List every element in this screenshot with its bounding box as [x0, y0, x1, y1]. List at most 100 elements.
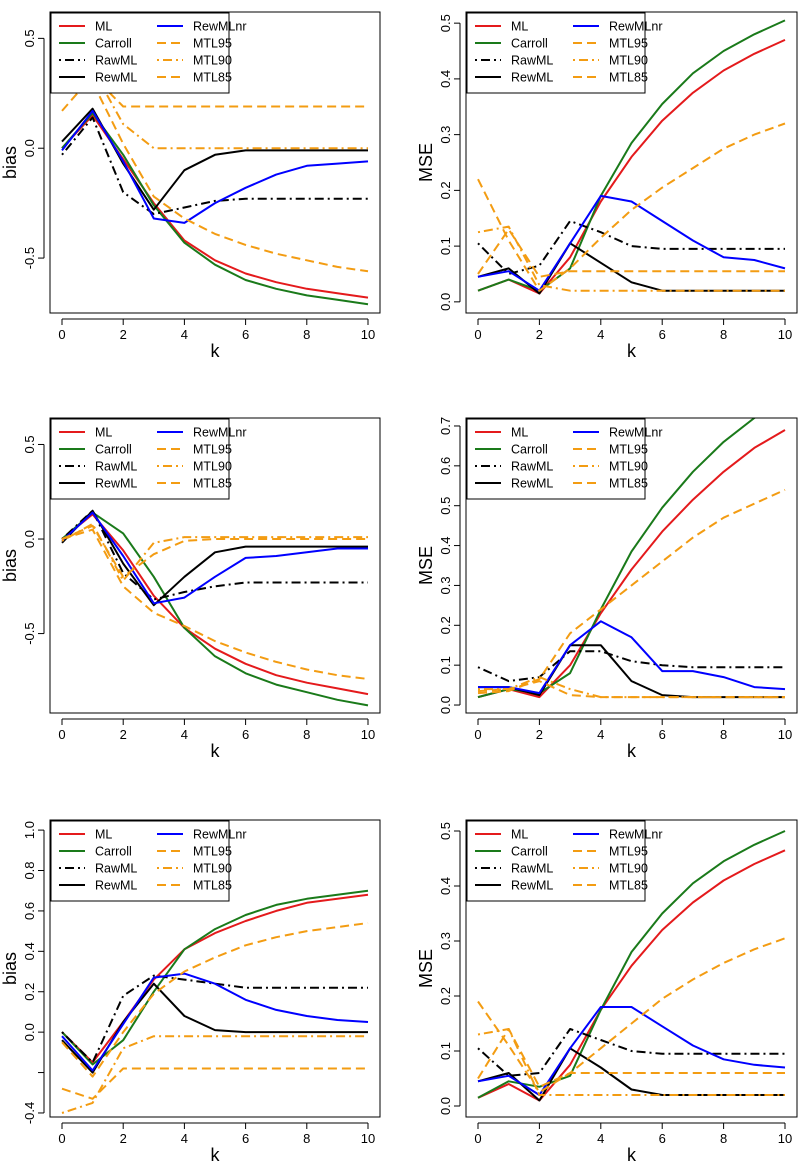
legend-label-rewmlnr: RewMLnr: [193, 426, 247, 440]
legend-label-mtl95: MTL95: [193, 845, 232, 859]
x-tick-label: 8: [303, 327, 310, 342]
x-tick-label: 2: [120, 727, 127, 742]
series-line-mtl90: [477, 1028, 785, 1096]
x-tick-label: 10: [778, 1131, 792, 1146]
plot-frame: [465, 819, 798, 1118]
series-line-ml: [61, 513, 369, 696]
chart-panel-3: 0 2 4 6 8 10 k -0.5 0.0 0.5 bias ML Carroll RawML RewM…: [0, 417, 381, 761]
y-tick-label: 0.2: [438, 616, 453, 634]
series-line-mtl95: [477, 228, 785, 278]
x-tick-label: 6: [242, 1131, 249, 1146]
series-line-mtl95: [61, 1067, 368, 1100]
x-tick-label: 0: [474, 327, 481, 342]
legend-label-carroll: Carroll: [95, 37, 132, 51]
legend-label-mtl85: MTL85: [193, 477, 232, 491]
y-tick-label: 0.3: [438, 576, 453, 594]
series-line-carroll: [477, 19, 786, 292]
series-line-rewml: [61, 509, 368, 607]
legend-label-mtl90: MTL90: [609, 54, 648, 68]
x-tick-label: 2: [120, 327, 127, 342]
series-line-rewmlnr: [61, 972, 369, 1072]
y-axis-label: bias: [0, 952, 20, 985]
legend-label-rawml: RawML: [511, 54, 553, 68]
legend-label-ml: ML: [511, 426, 528, 440]
y-axis-label: MSE: [416, 949, 436, 988]
y-tick-label: -0.5: [22, 622, 37, 644]
series-line-ml: [61, 114, 369, 299]
series-line-mtl90: [478, 676, 785, 699]
y-tick-label: 0.5: [438, 822, 453, 840]
x-tick-label: 8: [720, 1131, 727, 1146]
series-line-mtl85: [477, 488, 786, 695]
x-tick-label: 0: [58, 327, 65, 342]
x-tick-label: 8: [720, 327, 727, 342]
y-tick-label: 0.2: [438, 181, 453, 199]
legend: ML Carroll RawML RewML RewMLnr MTL95 MTL90 MTL8…: [50, 820, 247, 902]
plot-frame: [49, 417, 381, 714]
legend: ML Carroll RawML RewML RewMLnr MTL95 MTL90 MTL8…: [466, 418, 663, 500]
y-tick-label: 0.4: [438, 70, 453, 88]
legend-label-mtl85: MTL85: [609, 71, 648, 85]
legend-label-ml: ML: [95, 426, 112, 440]
series-line-rawml: [61, 116, 368, 216]
legend-label-carroll: Carroll: [511, 37, 548, 51]
series-line-rawml: [477, 650, 785, 683]
y-tick-label: 0.1: [438, 237, 453, 255]
y-tick-label: 0.5: [22, 29, 37, 47]
y-tick-label: -0.4: [22, 1102, 37, 1124]
series-line-rewmlnr: [61, 109, 369, 224]
y-tick-label: -0.5: [22, 247, 37, 269]
series-line-rawml: [61, 974, 368, 1064]
x-axis-label: k: [627, 341, 637, 361]
legend: ML Carroll RawML RewML RewMLnr MTL95 MTL90 MTL8…: [50, 418, 247, 500]
legend-label-rewmlnr: RewMLnr: [609, 828, 663, 842]
x-tick-label: 4: [181, 727, 188, 742]
x-tick-label: 0: [58, 1131, 65, 1146]
legend-label-rewml: RewML: [95, 71, 137, 85]
x-axis-label: k: [211, 741, 221, 761]
series-line-rewmlnr: [477, 1006, 786, 1096]
y-tick-label: 0.0: [22, 139, 37, 157]
y-tick-label: 0.3: [438, 932, 453, 950]
legend-label-mtl95: MTL95: [193, 37, 232, 51]
legend-label-carroll: Carroll: [511, 845, 548, 859]
x-tick-label: 10: [361, 1131, 375, 1146]
y-tick-label: 0.6: [438, 457, 453, 475]
legend-label-mtl95: MTL95: [609, 443, 648, 457]
x-tick-label: 10: [778, 327, 792, 342]
chart-panel-2: 0 2 4 6 8 10 k 0.0 0.1 0.2 0.3 0.4 0.5 MSE ML Carroll Ra…: [416, 11, 798, 361]
series-line-mtl85: [61, 55, 369, 273]
legend-label-rewmlnr: RewMLnr: [193, 20, 247, 34]
legend-label-rewml: RewML: [95, 879, 137, 893]
y-tick-label: 0.1: [438, 1042, 453, 1060]
chart-panel-4: 0 2 4 6 8 10 k 0.0 0.1 0.2 0.3 0.4 0.5 0.6 0.7 MSE ML Car…: [416, 417, 798, 761]
series-line-rawml: [477, 1028, 785, 1077]
y-tick-label: 0.0: [438, 293, 453, 311]
legend-label-mtl95: MTL95: [609, 37, 648, 51]
legend-label-mtl90: MTL90: [609, 862, 648, 876]
legend-label-rewmlnr: RewMLnr: [609, 426, 663, 440]
series-line-rawml: [477, 220, 785, 275]
series-line-rewmlnr: [61, 511, 368, 605]
series-line-carroll: [477, 830, 786, 1099]
x-tick-label: 2: [536, 327, 543, 342]
legend-label-rewml: RewML: [511, 71, 553, 85]
legend-label-mtl90: MTL90: [609, 460, 648, 474]
legend-label-rawml: RawML: [95, 54, 137, 68]
legend-label-mtl90: MTL90: [193, 460, 232, 474]
y-tick-label: 0.5: [22, 435, 37, 453]
series-line-rewml: [61, 982, 368, 1074]
y-tick-label: 0.2: [22, 983, 37, 1001]
x-tick-label: 2: [120, 1131, 127, 1146]
plot-frame: [49, 819, 381, 1118]
legend-label-mtl90: MTL90: [193, 862, 232, 876]
y-tick-label: 0.0: [438, 696, 453, 714]
series-line-mtl85: [61, 528, 369, 680]
series-line-mtl85: [477, 122, 786, 292]
chart-panel-1: 0 2 4 6 8 10 k -0.5 0.0 0.5 bias ML Carroll RawML RewM…: [0, 11, 381, 361]
y-tick-label: 0.4: [438, 877, 453, 895]
x-tick-label: 0: [58, 727, 65, 742]
legend-label-ml: ML: [95, 20, 112, 34]
legend: ML Carroll RawML RewML RewMLnr MTL95 MTL90 MTL8…: [50, 12, 247, 94]
